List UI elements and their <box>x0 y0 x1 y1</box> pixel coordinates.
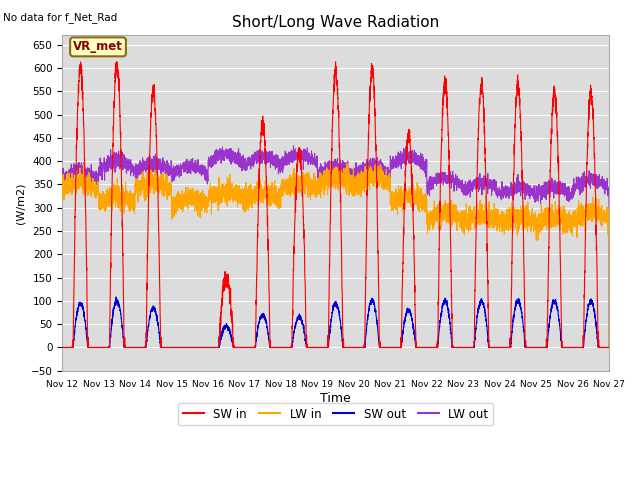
Text: No data for f_Net_Rad: No data for f_Net_Rad <box>3 12 118 23</box>
Y-axis label: (W/m2): (W/m2) <box>15 182 25 224</box>
Text: VR_met: VR_met <box>73 40 123 53</box>
Title: Short/Long Wave Radiation: Short/Long Wave Radiation <box>232 15 439 30</box>
X-axis label: Time: Time <box>320 392 351 405</box>
Legend: SW in, LW in, SW out, LW out: SW in, LW in, SW out, LW out <box>178 403 493 425</box>
